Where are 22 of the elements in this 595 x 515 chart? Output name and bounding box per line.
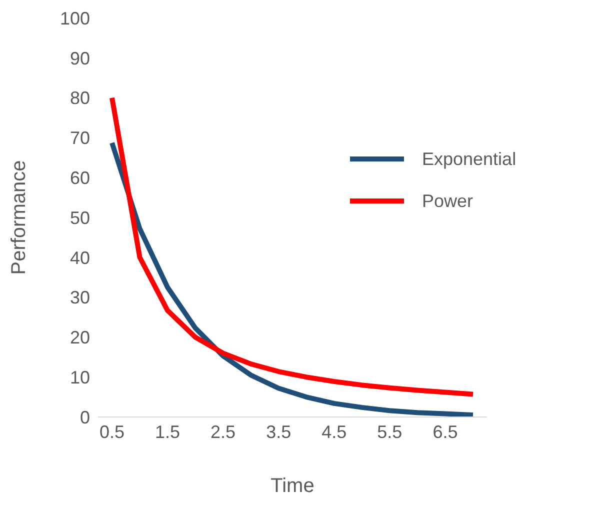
y-tick-label: 70	[70, 128, 90, 148]
x-tick-label: 1.5	[155, 422, 180, 442]
y-tick-label: 100	[60, 8, 90, 28]
y-tick-label: 80	[70, 88, 90, 108]
legend-label: Power	[422, 190, 474, 212]
x-axis-title: Time	[270, 475, 314, 497]
x-tick-label: 3.5	[266, 422, 292, 442]
y-tick-label: 10	[70, 367, 90, 388]
y-tick-label: 60	[70, 168, 90, 188]
legend-label: Exponential	[422, 148, 516, 170]
x-tick-label: 2.5	[210, 422, 236, 442]
x-tick-label: 4.5	[322, 422, 347, 442]
y-tick-label: 90	[70, 48, 90, 68]
y-tick-label: 50	[70, 208, 90, 228]
y-tick-label: 40	[70, 248, 90, 268]
y-axis-title: Performance	[8, 160, 30, 275]
x-tick-label: 5.5	[377, 422, 402, 442]
y-tick-label: 20	[70, 328, 90, 348]
x-tick-label: 0.5	[99, 422, 125, 442]
y-tick-label: 0	[80, 407, 90, 428]
x-tick-label: 6.5	[432, 422, 458, 442]
y-tick-label: 30	[70, 288, 90, 308]
